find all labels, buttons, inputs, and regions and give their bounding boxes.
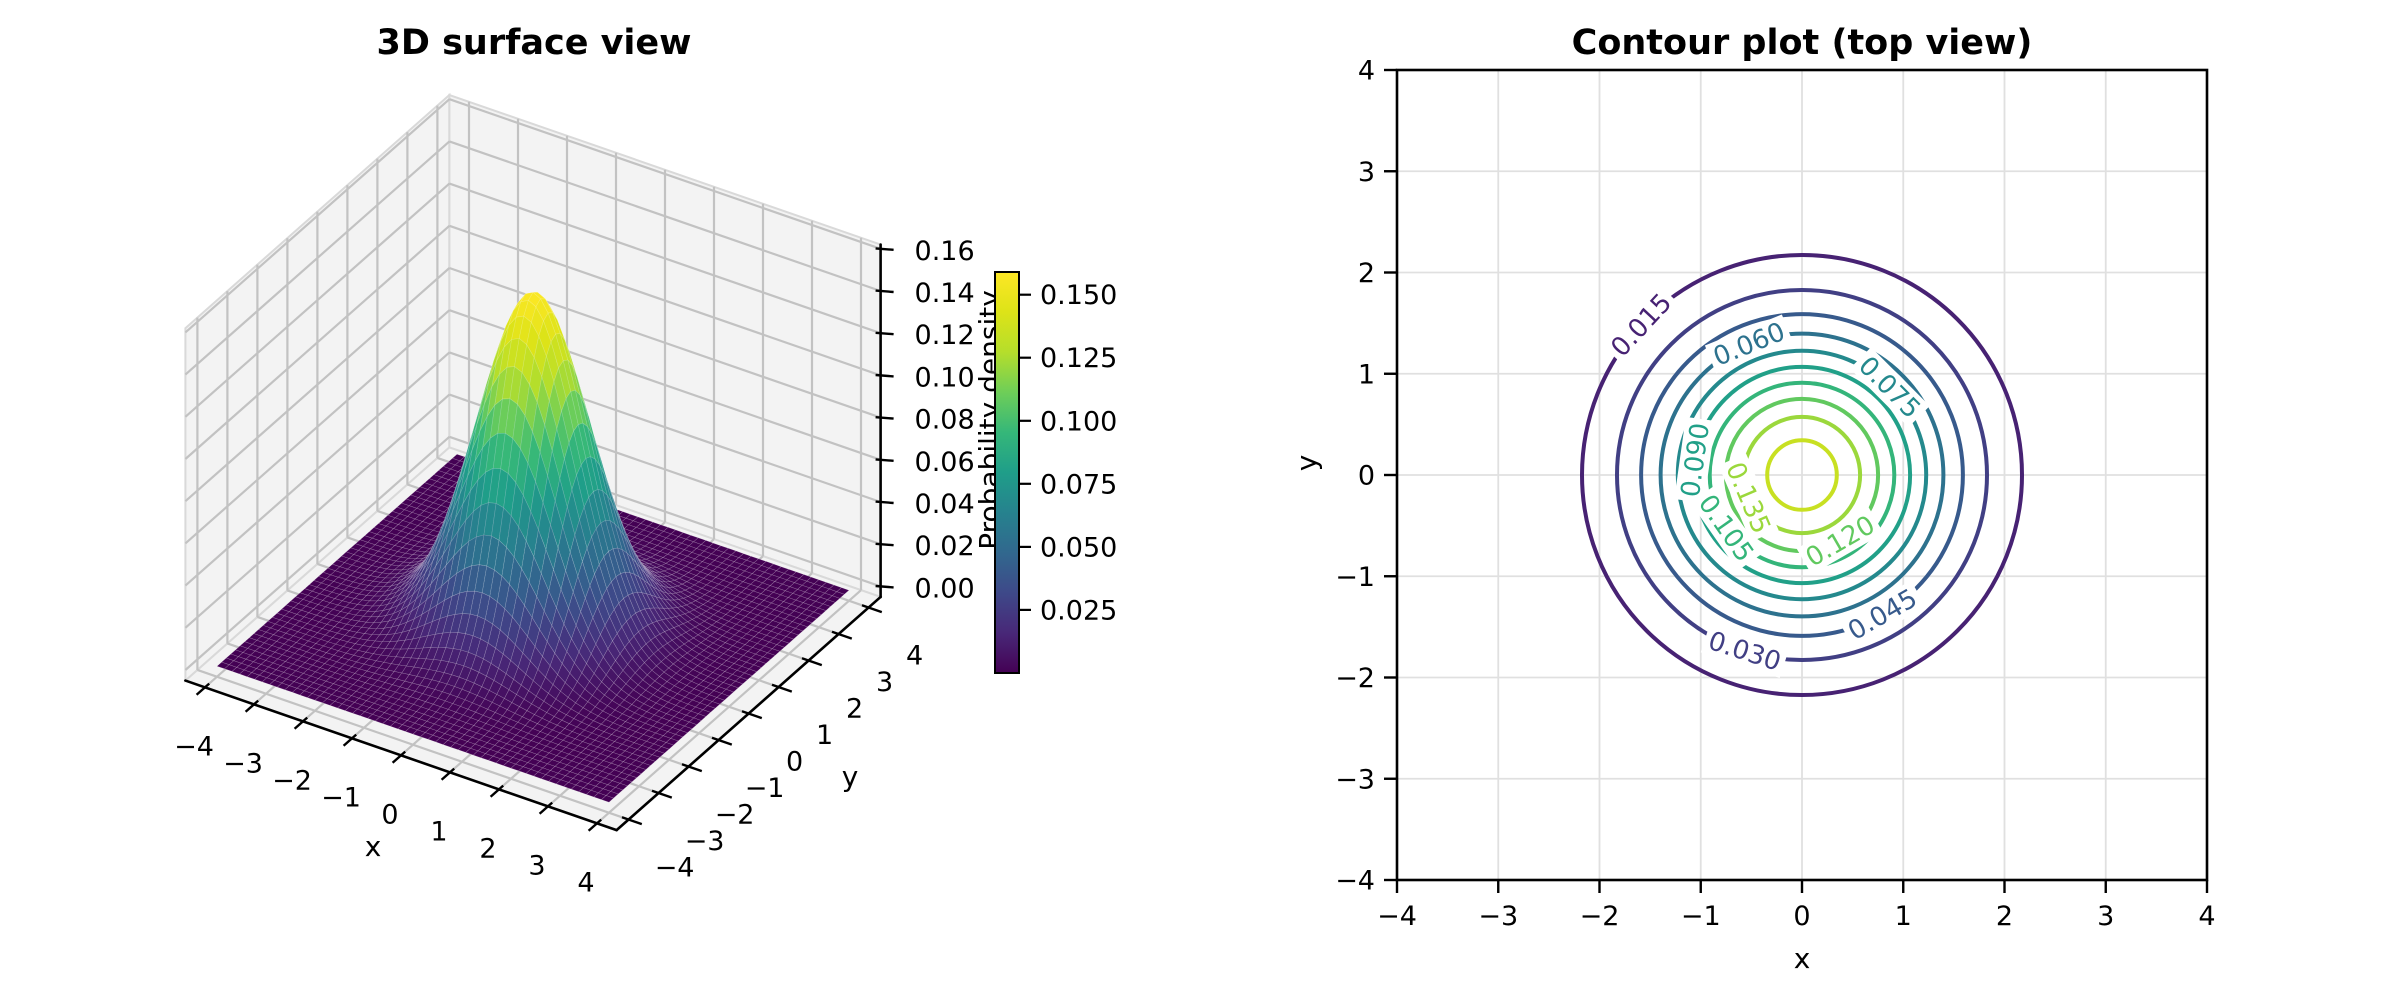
surface-x-tick-label: 0 — [381, 799, 398, 830]
surface-x-tick-label: 3 — [528, 850, 545, 881]
surface-z-tick-label: 0.04 — [915, 489, 975, 520]
contour-plot-title: Contour plot (top view) — [1571, 23, 2033, 63]
contour-label: 0.015 — [1601, 284, 1681, 366]
surface-z-tick-label: 0.00 — [915, 573, 975, 604]
surface-x-tick-label: 4 — [577, 867, 594, 898]
surface-x-tick-label: 2 — [479, 833, 496, 864]
contour-y-tick-label: −4 — [1335, 866, 1375, 897]
surface-z-tick-label: 0.14 — [915, 278, 975, 309]
contour-line — [1615, 288, 1989, 662]
surface-x-tick-label: −1 — [321, 782, 361, 813]
colorbar-tick-label: 0.075 — [1040, 469, 1117, 500]
contour-y-tick-label: 3 — [1358, 157, 1375, 188]
contour-y-tick-label: 2 — [1358, 258, 1375, 289]
contour-x-axis-label: x — [1794, 942, 1811, 975]
contour-line — [1639, 312, 1965, 638]
surface-x-tick-label: 1 — [430, 816, 447, 847]
surface-x-tick-label: −4 — [174, 731, 214, 762]
colorbar-tick-label: 0.025 — [1040, 595, 1117, 626]
colorbar-tick-label: 0.150 — [1040, 280, 1117, 311]
contour-y-axis-label: y — [1290, 455, 1323, 472]
contour-x-tick-label: 2 — [1996, 901, 2013, 932]
contour-axes: −4 −3 −2 −1 0 1 2 3 4 −4 −3 −2 −1 0 1 2 3 4 x y — [1290, 56, 2216, 976]
contour-x-tick-label: 3 — [2097, 901, 2114, 932]
surface-y-tick-label: 3 — [876, 667, 893, 698]
contour-x-tick-label: −1 — [1681, 901, 1721, 932]
contour-line — [1580, 253, 2024, 697]
surface-plot-title: 3D surface view — [376, 23, 692, 63]
contour-line — [1765, 438, 1839, 512]
contour-y-tick-label: 1 — [1358, 359, 1375, 390]
surface-z-tick-label: 0.10 — [915, 362, 975, 393]
contour-line — [1658, 331, 1946, 619]
contour-x-tick-label: 0 — [1793, 901, 1810, 932]
surface-3d-mesh — [216, 292, 850, 803]
surface-y-tick-label: −2 — [715, 800, 755, 831]
surface-z-tick-label: 0.02 — [915, 531, 975, 562]
surface-y-tick-label: −4 — [655, 853, 695, 884]
surface-y-tick-label: 4 — [906, 641, 923, 672]
colorbar-tick-label: 0.125 — [1040, 343, 1117, 374]
surface-z-tick-label: 0.12 — [915, 320, 975, 351]
surface-y-tick-label: 2 — [846, 694, 863, 725]
contour-y-tick-label: 0 — [1358, 461, 1375, 492]
contour-x-tick-label: −3 — [1478, 901, 1518, 932]
colorbar-gradient — [994, 271, 1020, 674]
contour-line — [1707, 380, 1897, 570]
surface-x-tick-label: −2 — [272, 765, 312, 796]
contour-x-tick-label: −2 — [1580, 901, 1620, 932]
surface-y-tick-label: 0 — [786, 747, 803, 778]
surface-y-axis-label: y — [842, 760, 859, 793]
surface-x-axis-label: x — [365, 830, 382, 863]
contour-x-tick-label: 4 — [2198, 901, 2215, 932]
surface-z-tick-label: 0.06 — [915, 447, 975, 478]
contour-y-tick-label: −3 — [1335, 764, 1375, 795]
contour-y-tick-label: −2 — [1335, 663, 1375, 694]
contour-y-tick-label: 4 — [1358, 56, 1375, 87]
colorbar-tick-label: 0.050 — [1040, 532, 1117, 563]
surface-z-tick-label: 0.16 — [915, 236, 975, 267]
colorbar: 0.025 0.050 0.075 0.100 0.125 0.150 — [994, 271, 1117, 674]
surface-y-tick-label: −1 — [745, 773, 785, 804]
surface-z-tick-label: 0.08 — [915, 405, 975, 436]
svg-text:0.015: 0.015 — [1605, 288, 1678, 363]
surface-y-tick-label: 1 — [816, 720, 833, 751]
contour-x-tick-label: −4 — [1377, 901, 1417, 932]
contour-label: 0.075 — [1849, 347, 1930, 428]
surface-y-tick-label: −3 — [685, 826, 725, 857]
contour-y-tick-label: −1 — [1335, 562, 1375, 593]
colorbar-tick-label: 0.100 — [1040, 406, 1117, 437]
surface-x-tick-label: −3 — [223, 748, 263, 779]
contour-gridlines — [1396, 69, 2208, 881]
contour-x-tick-label: 1 — [1895, 901, 1912, 932]
